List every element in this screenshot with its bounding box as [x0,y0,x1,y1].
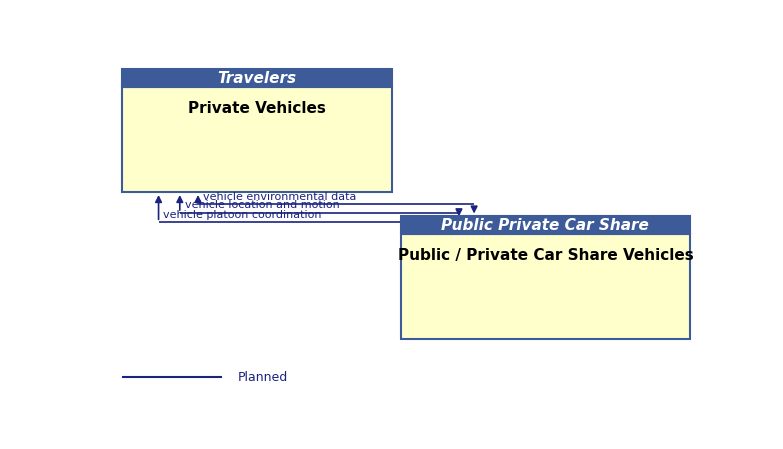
Text: Travelers: Travelers [218,71,297,86]
Bar [122,70,392,87]
Text: vehicle environmental data: vehicle environmental data [203,192,356,202]
Text: vehicle location and motion: vehicle location and motion [185,201,339,211]
Text: Planned: Planned [237,370,287,383]
Text: vehicle platoon coordination: vehicle platoon coordination [164,210,322,220]
Bar [402,234,690,339]
Bar [122,87,392,192]
Text: Private Vehicles: Private Vehicles [188,101,326,116]
Text: Public Private Car Share: Public Private Car Share [442,218,649,233]
Text: Public / Private Car Share Vehicles: Public / Private Car Share Vehicles [398,248,693,263]
Bar [402,216,690,234]
